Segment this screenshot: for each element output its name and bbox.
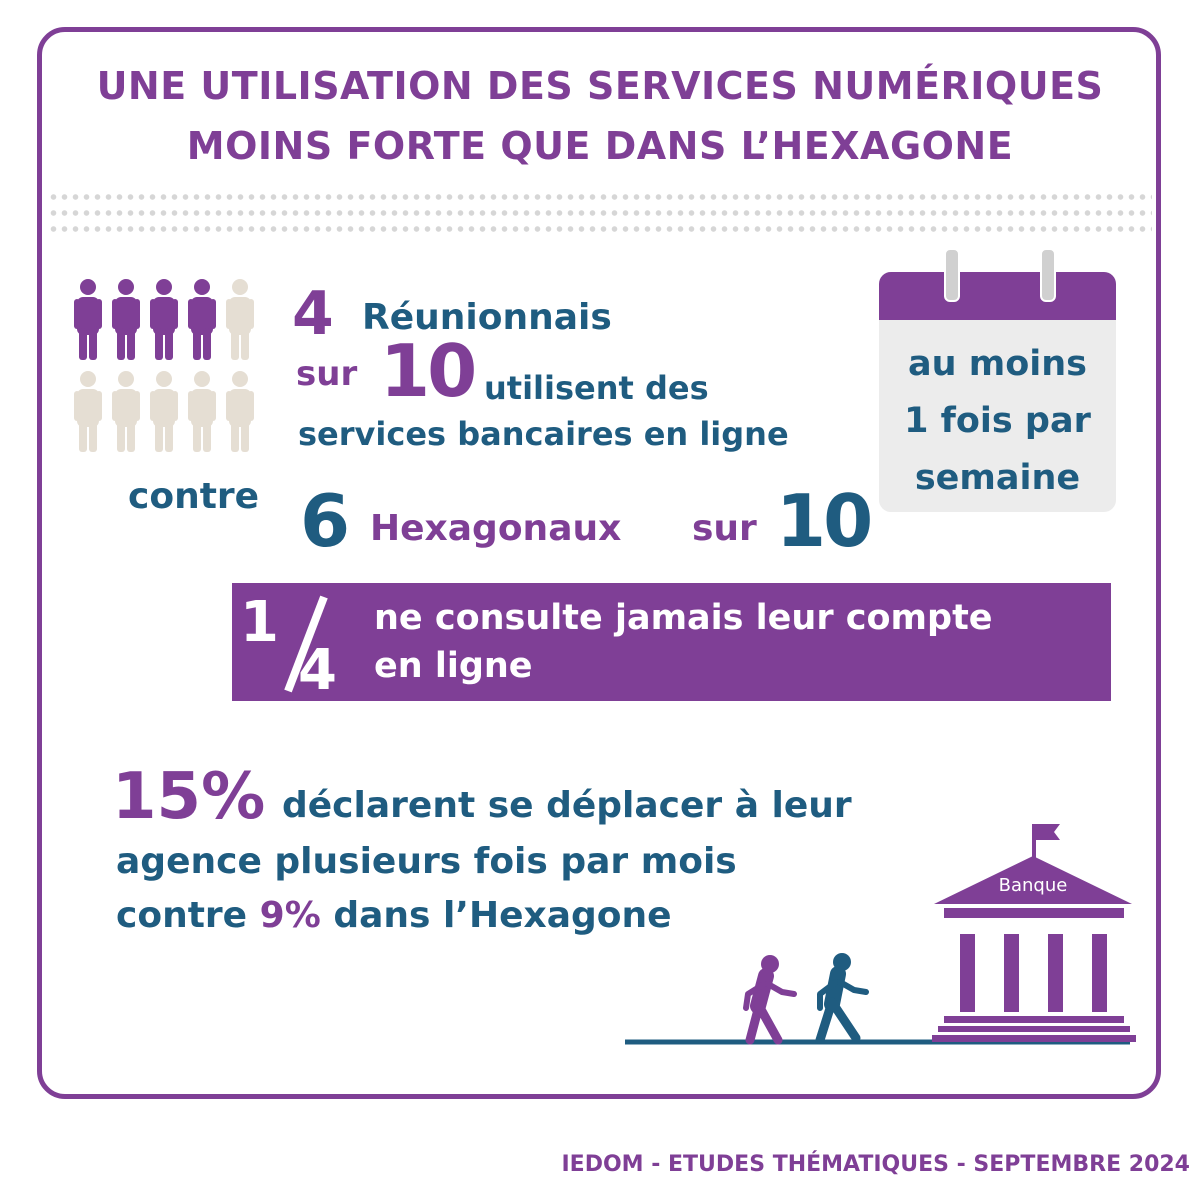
banner-line-1: ne consulte jamais leur compte <box>374 598 993 638</box>
calendar-line-3: semaine <box>914 458 1081 498</box>
bank-label: Banque <box>999 875 1068 896</box>
stat1-number2: 6 <box>300 479 351 563</box>
bank-illustration: Banque <box>625 824 1136 1045</box>
title-line-1: UNE UTILISATION DES SERVICES NUMÉRIQUES <box>96 64 1104 108</box>
infographic-frame <box>37 27 1161 1099</box>
bank-step <box>944 1016 1124 1023</box>
stat1-sur2: sur <box>692 508 757 549</box>
stat1-verb: utilisent des <box>484 369 709 407</box>
bank-roof <box>934 856 1132 904</box>
walking-person-blue-icon <box>815 953 869 1045</box>
calendar-line-1: au moins <box>908 344 1087 384</box>
stat1-total: 10 <box>380 329 477 413</box>
person-icon <box>150 371 178 452</box>
bank-entablature <box>944 908 1124 918</box>
bank-column <box>1092 934 1107 1012</box>
person-icon <box>226 279 254 360</box>
calendar-ring <box>1040 248 1056 302</box>
stat2-number: 15% <box>112 760 266 834</box>
dotted-divider <box>48 226 1152 232</box>
bank-column <box>1004 934 1019 1012</box>
stat2-hexagone: dans l’Hexagone <box>333 895 672 936</box>
person-icon-highlighted <box>150 279 178 360</box>
calendar-ring <box>944 248 960 302</box>
people-pictogram <box>74 279 254 452</box>
person-icon-highlighted <box>188 279 216 360</box>
fraction-denominator: 4 <box>298 638 337 701</box>
flag-pole <box>1032 824 1036 860</box>
fraction-numerator: 1 <box>240 590 279 655</box>
stat1-contre: contre <box>128 476 260 517</box>
calendar-header <box>879 272 1116 320</box>
stat2-pct: 9% <box>259 895 321 936</box>
flag-icon <box>1036 824 1060 840</box>
person-icon-highlighted <box>112 279 140 360</box>
dotted-divider <box>48 194 1152 200</box>
walking-person-purple-icon <box>743 955 797 1045</box>
bank-step <box>932 1035 1136 1042</box>
fraction-slash <box>284 595 328 693</box>
stat1-line3: services bancaires en ligne <box>298 415 789 453</box>
bank-step <box>938 1026 1130 1032</box>
person-icon-highlighted <box>74 279 102 360</box>
stat1-total2: 10 <box>776 479 873 563</box>
person-icon <box>112 371 140 452</box>
calendar-icon <box>879 272 1116 512</box>
stat1-sur: sur <box>296 354 358 394</box>
stat1-number: 4 <box>292 279 334 349</box>
bank-column <box>1048 934 1063 1012</box>
calendar-text: au moins 1 fois par semaine <box>879 336 1116 507</box>
bank-building-icon <box>932 824 1136 1042</box>
stat2-line-3: contre 9% dans l’Hexagone <box>116 892 672 940</box>
banner-line-2: en ligne <box>374 646 533 686</box>
person-icon <box>74 371 102 452</box>
fraction-mark: 1 4 <box>240 590 337 701</box>
stat1-label2: Hexagonaux <box>370 508 622 549</box>
title-line-2: MOINS FORTE QUE DANS L’HEXAGONE <box>186 124 1014 168</box>
calendar-line-2: 1 fois par <box>904 401 1091 441</box>
person-icon <box>188 371 216 452</box>
stat2-contre: contre <box>116 895 248 936</box>
footer-source: IEDOM - ETUDES THÉMATIQUES - SEPTEMBRE 2… <box>561 1152 1190 1177</box>
quarter-banner: 1 4 ne consulte jamais leur compte en li… <box>232 583 1111 701</box>
dotted-divider <box>48 210 1152 216</box>
stat1-label: Réunionnais <box>362 297 612 338</box>
person-icon <box>226 371 254 452</box>
bank-column <box>960 934 975 1012</box>
stat2-line-2: agence plusieurs fois par mois <box>116 841 737 882</box>
stat2-line-1: déclarent se déplacer à leur <box>282 785 852 826</box>
